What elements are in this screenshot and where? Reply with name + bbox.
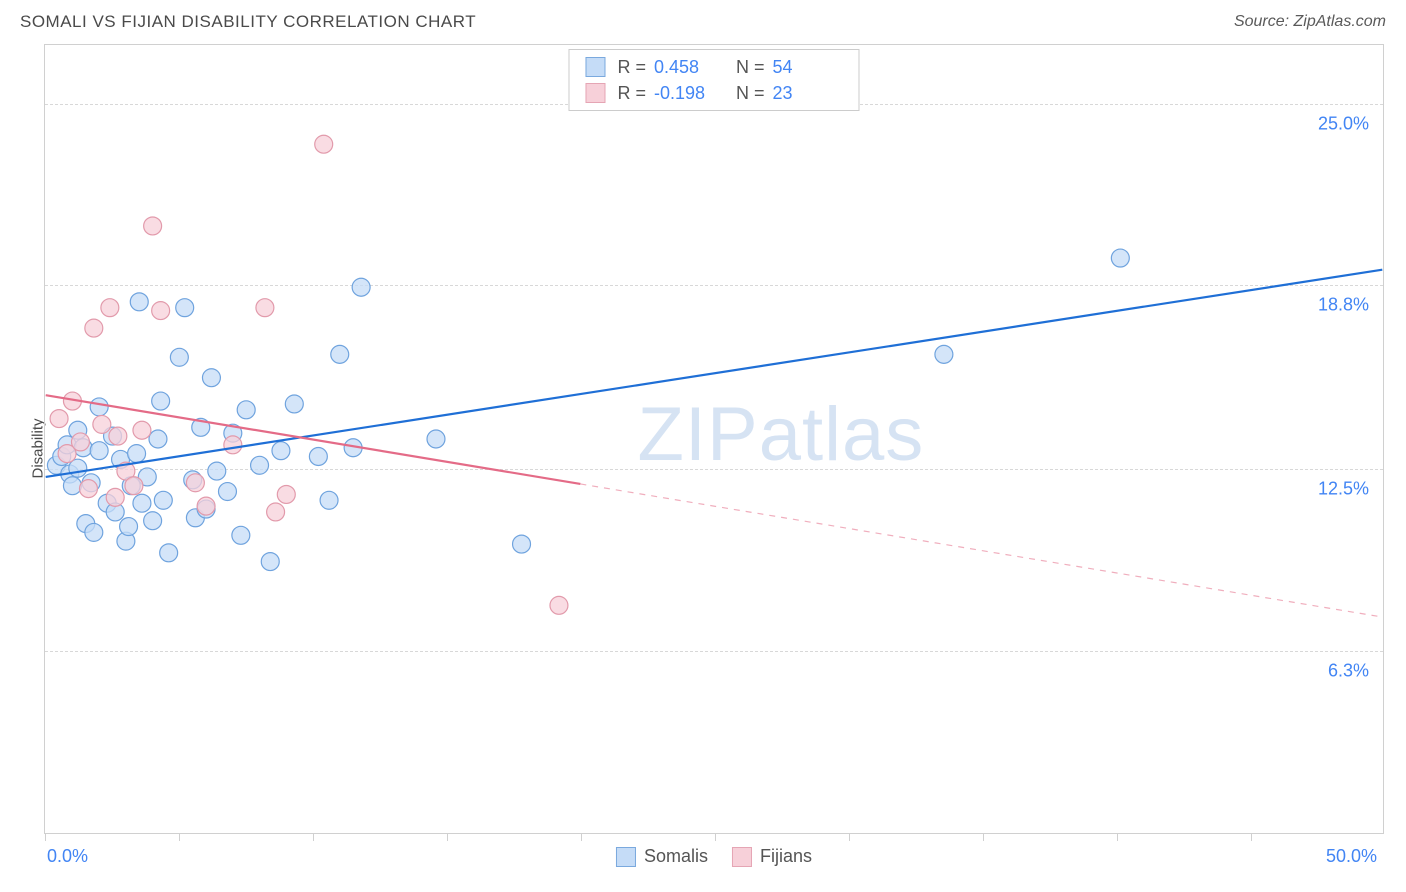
trend-line xyxy=(46,270,1383,477)
data-point xyxy=(109,427,127,445)
data-point xyxy=(935,345,953,363)
data-point xyxy=(550,596,568,614)
data-point xyxy=(130,293,148,311)
scatter-plot xyxy=(45,45,1383,833)
x-tick xyxy=(983,833,984,841)
data-point xyxy=(85,319,103,337)
data-point xyxy=(63,477,81,495)
data-point xyxy=(50,410,68,428)
data-point xyxy=(144,217,162,235)
data-point xyxy=(256,299,274,317)
swatch-pink-icon xyxy=(585,83,605,103)
legend-item-fijians: Fijians xyxy=(732,846,812,867)
data-point xyxy=(152,392,170,410)
data-point xyxy=(237,401,255,419)
data-point xyxy=(90,442,108,460)
data-point xyxy=(320,491,338,509)
data-point xyxy=(93,415,111,433)
data-point xyxy=(315,135,333,153)
x-tick xyxy=(1251,833,1252,841)
data-point xyxy=(176,299,194,317)
correlation-legend: R = 0.458 N = 54 R = -0.198 N = 23 xyxy=(568,49,859,111)
data-point xyxy=(152,302,170,320)
data-point xyxy=(149,430,167,448)
swatch-blue-icon xyxy=(585,57,605,77)
data-point xyxy=(128,445,146,463)
x-tick xyxy=(447,833,448,841)
data-point xyxy=(277,485,295,503)
data-point xyxy=(154,491,172,509)
data-point xyxy=(79,480,97,498)
data-point xyxy=(224,436,242,454)
data-point xyxy=(261,553,279,571)
data-point xyxy=(197,497,215,515)
series-legend: Somalis Fijians xyxy=(616,846,812,867)
data-point xyxy=(309,448,327,466)
x-tick xyxy=(581,833,582,841)
data-point xyxy=(144,512,162,530)
data-point xyxy=(202,369,220,387)
data-point xyxy=(272,442,290,460)
data-point xyxy=(331,345,349,363)
x-tick xyxy=(313,833,314,841)
data-point xyxy=(125,477,143,495)
legend-row-fijians: R = -0.198 N = 23 xyxy=(585,80,842,106)
data-point xyxy=(513,535,531,553)
data-point xyxy=(285,395,303,413)
data-point xyxy=(1111,249,1129,267)
data-point xyxy=(120,518,138,536)
data-point xyxy=(427,430,445,448)
data-point xyxy=(71,433,89,451)
data-point xyxy=(170,348,188,366)
data-point xyxy=(133,421,151,439)
data-point xyxy=(160,544,178,562)
chart-area: ZIPatlas R = 0.458 N = 54 R = -0.198 N =… xyxy=(44,44,1384,834)
x-tick xyxy=(179,833,180,841)
data-point xyxy=(90,398,108,416)
x-tick xyxy=(45,833,46,841)
x-tick xyxy=(715,833,716,841)
data-point xyxy=(352,278,370,296)
legend-item-somalis: Somalis xyxy=(616,846,708,867)
data-point xyxy=(218,483,236,501)
swatch-blue-icon xyxy=(616,847,636,867)
data-point xyxy=(232,526,250,544)
trend-line-extrapolated xyxy=(580,484,1382,617)
legend-row-somalis: R = 0.458 N = 54 xyxy=(585,54,842,80)
data-point xyxy=(186,474,204,492)
chart-title: SOMALI VS FIJIAN DISABILITY CORRELATION … xyxy=(20,12,476,32)
data-point xyxy=(267,503,285,521)
data-point xyxy=(85,523,103,541)
data-point xyxy=(101,299,119,317)
swatch-pink-icon xyxy=(732,847,752,867)
data-point xyxy=(106,488,124,506)
x-axis-min: 0.0% xyxy=(47,846,88,867)
source-label: Source: ZipAtlas.com xyxy=(1234,13,1386,31)
data-point xyxy=(133,494,151,512)
x-tick xyxy=(1117,833,1118,841)
data-point xyxy=(251,456,269,474)
data-point xyxy=(208,462,226,480)
x-tick xyxy=(849,833,850,841)
x-axis-max: 50.0% xyxy=(1326,846,1377,867)
